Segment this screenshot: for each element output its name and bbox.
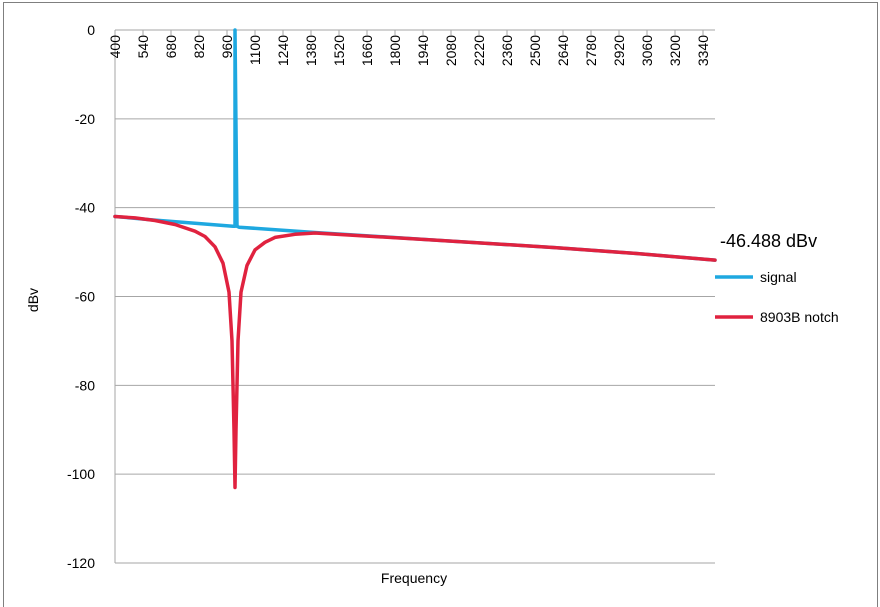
y-tick-label: -60 [75, 289, 95, 305]
y-tick-label: -120 [67, 555, 95, 571]
series-line-8903b-notch [113, 214, 717, 490]
x-tick-label: 1940 [415, 35, 431, 66]
x-tick-label: 2780 [583, 35, 599, 66]
x-tick-label: 3340 [695, 35, 711, 66]
x-tick-label: 960 [219, 35, 235, 59]
legend-label-8903b-notch: 8903B notch [760, 309, 839, 325]
x-axis-title: Frequency [381, 570, 447, 586]
x-tick-label: 1520 [331, 35, 347, 66]
y-axis-ticks: 0 -20 -40 -60 -80 -100 -120 [67, 22, 95, 571]
x-tick-label: 1380 [303, 35, 319, 66]
x-tick-label: 1100 [247, 35, 263, 65]
x-tick-label: 820 [191, 35, 207, 59]
x-axis-ticks: 400 540 680 820 960 1100 1240 1380 1520 1660 1800 1… [107, 30, 711, 66]
x-tick-label: 2640 [555, 35, 571, 66]
legend: signal 8903B notch [715, 269, 839, 325]
x-tick-label: 2360 [499, 35, 515, 66]
annotation-label: -46.488 dBv [720, 231, 817, 251]
y-tick-label: -100 [67, 466, 95, 482]
x-tick-label: 1660 [359, 35, 375, 66]
y-tick-label: -80 [75, 377, 95, 393]
legend-label-signal: signal [760, 269, 797, 285]
x-tick-label: 3200 [667, 35, 683, 66]
grid-lines [114, 29, 715, 564]
series-group [113, 28, 717, 490]
x-tick-label: 1800 [387, 35, 403, 66]
x-tick-label: 2220 [471, 35, 487, 66]
x-tick-label: 540 [135, 35, 151, 59]
x-tick-label: 2500 [527, 35, 543, 66]
y-axis-title: dBv [25, 288, 41, 312]
x-tick-label: 680 [163, 35, 179, 59]
x-tick-label: 400 [107, 35, 123, 59]
y-tick-label: -40 [75, 200, 95, 216]
x-tick-label: 1240 [275, 35, 291, 66]
y-tick-label: -20 [75, 111, 95, 127]
x-tick-label: 3060 [639, 35, 655, 66]
x-tick-label: 2080 [443, 35, 459, 66]
chart-frame [3, 2, 878, 607]
y-tick-label: 0 [87, 22, 95, 38]
x-tick-label: 2920 [611, 35, 627, 66]
